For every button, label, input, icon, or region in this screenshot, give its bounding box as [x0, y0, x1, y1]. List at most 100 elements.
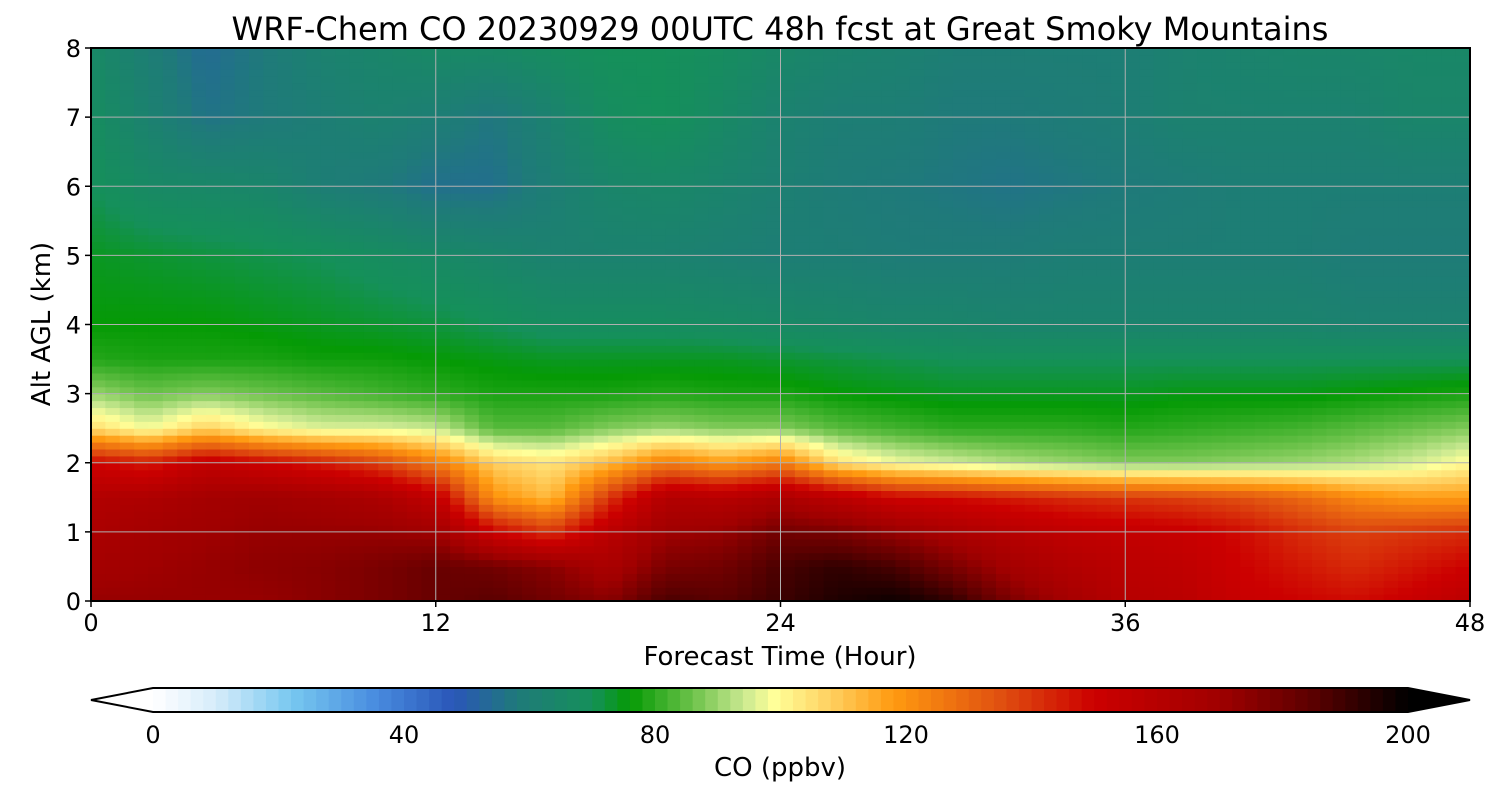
heatmap-cell — [249, 241, 264, 250]
heatmap-cell — [119, 296, 135, 305]
heatmap-cell — [967, 594, 983, 601]
heatmap-cell — [1455, 283, 1470, 291]
heatmap-cell — [421, 324, 437, 333]
heatmap-cell — [521, 421, 537, 429]
heatmap-cell — [507, 566, 523, 574]
heatmap-cell — [493, 407, 509, 415]
heatmap-cell — [809, 393, 825, 402]
heatmap-cell — [909, 421, 925, 429]
heatmap-cell — [1010, 345, 1026, 353]
heatmap-cell — [1125, 483, 1141, 491]
heatmap-cell — [565, 372, 580, 381]
heatmap-cell — [249, 462, 264, 471]
heatmap-cell — [349, 497, 365, 505]
heatmap-cell — [1326, 483, 1342, 491]
heatmap-cell — [450, 476, 466, 485]
heatmap-cell — [335, 573, 351, 581]
heatmap-cell — [263, 248, 279, 256]
heatmap-cell — [565, 573, 580, 581]
heatmap-cell — [1240, 248, 1256, 256]
heatmap-cell — [1096, 476, 1112, 485]
heatmap-cell — [1326, 566, 1342, 574]
heatmap-cell — [665, 580, 681, 588]
heatmap-cell — [708, 566, 724, 574]
heatmap-cell — [134, 476, 150, 485]
heatmap-cell — [1383, 241, 1399, 250]
heatmap-cell — [349, 573, 365, 581]
heatmap-cell — [852, 455, 868, 464]
heatmap-cell — [694, 310, 710, 319]
heatmap-cell — [234, 573, 250, 581]
heatmap-cell — [665, 289, 681, 298]
heatmap-cell — [579, 345, 595, 353]
heatmap-cell — [565, 462, 580, 471]
heatmap-cell — [1153, 518, 1169, 526]
heatmap-cell — [1182, 442, 1198, 450]
heatmap-cell — [1268, 524, 1284, 533]
heatmap-cell — [1082, 400, 1098, 409]
heatmap-cell — [1412, 476, 1428, 485]
heatmap-cell — [593, 428, 609, 436]
heatmap-cell — [665, 359, 681, 367]
heatmap-cell — [1211, 462, 1227, 471]
heatmap-cell — [737, 365, 753, 374]
heatmap-cell — [1168, 414, 1184, 422]
heatmap-cell — [263, 414, 279, 422]
heatmap-cell — [134, 545, 150, 554]
heatmap-cell — [1139, 400, 1155, 409]
heatmap-cell — [162, 518, 178, 526]
heatmap-cell — [608, 428, 624, 436]
heatmap-cell — [938, 531, 954, 540]
heatmap-cell — [766, 331, 782, 339]
heatmap-cell — [1283, 524, 1299, 533]
heatmap-cell — [924, 345, 940, 353]
heatmap-cell — [450, 594, 466, 601]
heatmap-cell — [780, 414, 796, 422]
heatmap-cell — [464, 317, 480, 326]
heatmap-cell — [924, 421, 940, 429]
heatmap-cell — [1254, 400, 1270, 409]
heatmap-cell — [1168, 365, 1184, 374]
heatmap-cell — [1067, 310, 1083, 319]
heatmap-cell — [1139, 594, 1155, 601]
heatmap-cell — [751, 310, 767, 319]
heatmap-cell — [292, 276, 308, 284]
heatmap-cell — [1254, 386, 1270, 395]
heatmap-cell — [1053, 504, 1069, 512]
heatmap-cell — [249, 338, 264, 346]
heatmap-cell — [478, 414, 494, 422]
heatmap-cell — [952, 428, 968, 436]
heatmap-cell — [1211, 331, 1227, 339]
heatmap-cell — [119, 462, 135, 471]
heatmap-cell — [1182, 310, 1198, 319]
heatmap-cell — [924, 511, 940, 519]
heatmap-cell — [249, 283, 264, 291]
heatmap-cell — [306, 421, 322, 429]
heatmap-cell — [119, 359, 135, 367]
heatmap-cell — [378, 248, 394, 256]
heatmap-cell — [723, 393, 738, 402]
heatmap-cell — [866, 359, 882, 367]
heatmap-cell — [1010, 504, 1026, 512]
heatmap-cell — [852, 276, 868, 284]
heatmap-cell — [1096, 435, 1112, 443]
heatmap-cell — [852, 552, 868, 561]
heatmap-cell — [565, 531, 580, 540]
heatmap-cell — [952, 338, 968, 346]
heatmap-cell — [1240, 276, 1256, 284]
heatmap-cell — [651, 345, 667, 353]
heatmap-cell — [737, 283, 753, 291]
heatmap-cell — [1398, 317, 1414, 326]
heatmap-cell — [723, 504, 738, 512]
heatmap-cell — [105, 462, 121, 471]
heatmap-cell — [1053, 248, 1069, 256]
heatmap-cell — [1426, 448, 1442, 457]
heatmap-cell — [277, 428, 293, 436]
heatmap-cell — [493, 262, 509, 270]
heatmap-cell — [866, 455, 882, 464]
heatmap-cell — [1311, 483, 1327, 491]
heatmap-cell — [1110, 317, 1126, 326]
heatmap-cell — [881, 435, 897, 443]
heatmap-cell — [1225, 531, 1241, 540]
heatmap-cell — [1082, 490, 1098, 498]
